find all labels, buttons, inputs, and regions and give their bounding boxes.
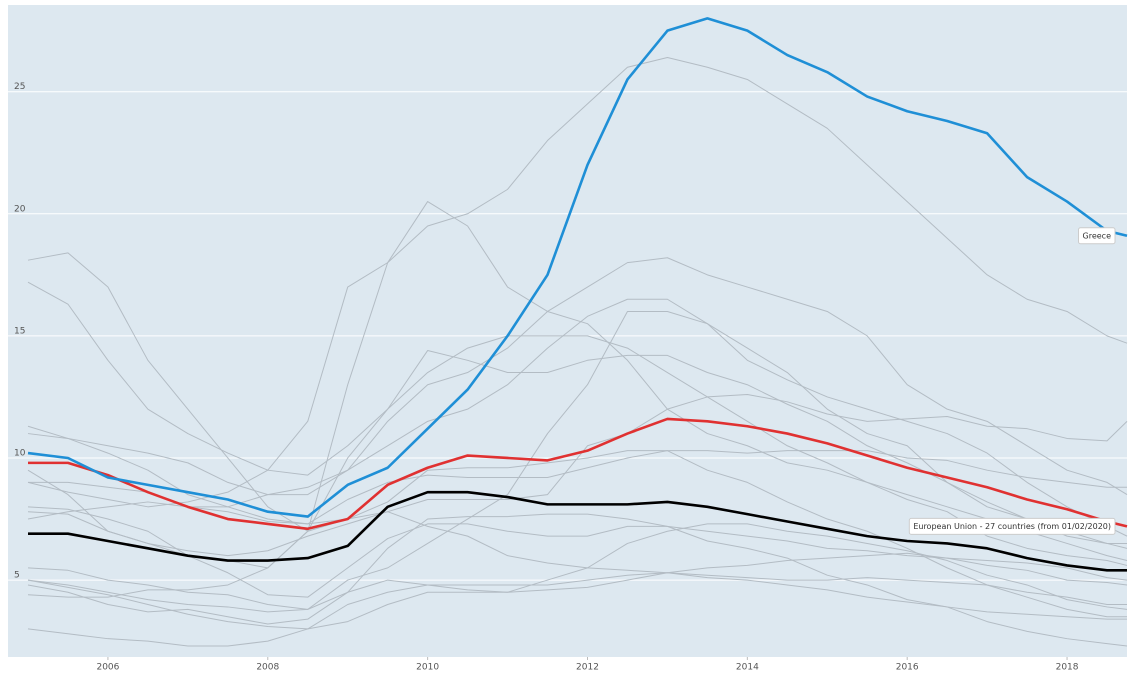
- series-line: [27, 17, 1128, 518]
- series-line: [27, 310, 1127, 613]
- series-line: [27, 281, 1128, 549]
- series-line: [27, 572, 1127, 647]
- y-tick-label: 10: [14, 448, 26, 458]
- series-label: European Union - 27 countries (from 01/0…: [913, 522, 1111, 531]
- y-tick-label: 25: [14, 82, 25, 92]
- series-line: [27, 552, 1128, 610]
- series-line: [28, 417, 1128, 531]
- series-label: Greece: [1083, 231, 1112, 240]
- x-tick-label: 2010: [416, 663, 439, 673]
- label-box: [1078, 227, 1116, 245]
- x-tick-label: 2006: [96, 663, 119, 673]
- series-line: [27, 257, 1128, 496]
- series-line: [27, 298, 1128, 537]
- series-line: [27, 513, 1128, 625]
- series-line: [27, 57, 1128, 508]
- series-line: [28, 490, 1127, 572]
- y-tick-label: 20: [14, 204, 26, 214]
- plot-background: [8, 5, 1127, 657]
- label-box: [908, 517, 1116, 535]
- y-tick-label: 5: [14, 571, 20, 581]
- x-tick-label: 2014: [736, 663, 759, 673]
- series-line: [27, 506, 1128, 647]
- series-line: [27, 523, 1128, 630]
- x-tick-label: 2018: [1056, 663, 1079, 673]
- x-tick-label: 2008: [256, 663, 279, 673]
- series-line: [27, 393, 1128, 557]
- y-tick-label: 15: [14, 326, 25, 336]
- x-tick-label: 2012: [576, 663, 599, 673]
- x-tick-label: 2016: [896, 663, 919, 673]
- series-line: [28, 450, 1127, 525]
- series-line: [27, 252, 1127, 618]
